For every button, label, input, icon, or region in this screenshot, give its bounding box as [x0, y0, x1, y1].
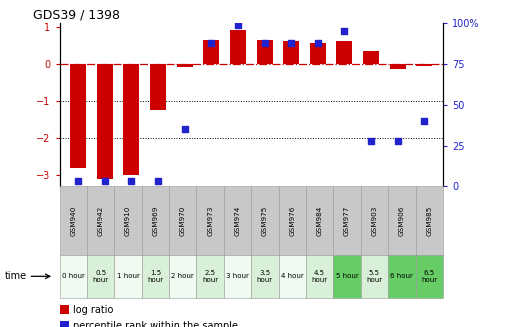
Point: [394, 138, 402, 143]
Bar: [177, 64, 193, 67]
Text: 6.5
hour: 6.5 hour: [421, 270, 437, 283]
Text: GSM906: GSM906: [399, 206, 405, 236]
Text: GSM942: GSM942: [97, 206, 104, 236]
Point: [420, 118, 428, 124]
Text: 2.5
hour: 2.5 hour: [202, 270, 218, 283]
Text: 2 hour: 2 hour: [171, 273, 194, 279]
Bar: [283, 42, 299, 64]
Text: time: time: [5, 271, 27, 281]
Text: 5.5
hour: 5.5 hour: [366, 270, 382, 283]
Point: [287, 40, 295, 45]
Point: [207, 40, 215, 45]
Text: 3 hour: 3 hour: [226, 273, 249, 279]
Point: [100, 179, 109, 184]
Point: [181, 127, 189, 132]
Text: GSM973: GSM973: [207, 206, 213, 236]
Point: [127, 179, 136, 184]
Text: 3.5
hour: 3.5 hour: [257, 270, 273, 283]
Text: GSM970: GSM970: [180, 206, 186, 236]
Bar: [416, 64, 432, 66]
Bar: [70, 64, 86, 168]
Bar: [390, 64, 406, 69]
Text: percentile rank within the sample: percentile rank within the sample: [73, 321, 238, 327]
Text: 1.5
hour: 1.5 hour: [147, 270, 164, 283]
Text: GSM910: GSM910: [125, 206, 131, 236]
Bar: [310, 43, 326, 64]
Text: 1 hour: 1 hour: [117, 273, 139, 279]
Text: 4 hour: 4 hour: [281, 273, 304, 279]
Text: 6 hour: 6 hour: [391, 273, 413, 279]
Point: [261, 40, 269, 45]
Point: [367, 138, 375, 143]
Point: [234, 22, 242, 27]
Text: GSM903: GSM903: [371, 206, 378, 236]
Text: GSM985: GSM985: [426, 206, 432, 236]
Text: GDS39 / 1398: GDS39 / 1398: [33, 9, 120, 22]
Text: GSM976: GSM976: [289, 206, 295, 236]
Text: GSM974: GSM974: [235, 206, 240, 236]
Text: GSM977: GSM977: [344, 206, 350, 236]
Bar: [123, 64, 139, 175]
Bar: [203, 40, 219, 64]
Text: log ratio: log ratio: [73, 305, 113, 315]
Text: GSM969: GSM969: [152, 206, 159, 236]
Point: [74, 179, 82, 184]
Point: [313, 40, 322, 45]
Bar: [150, 64, 166, 110]
Text: 4.5
hour: 4.5 hour: [312, 270, 328, 283]
Bar: [336, 42, 352, 64]
Point: [340, 28, 349, 34]
Text: 0 hour: 0 hour: [62, 273, 85, 279]
Bar: [97, 64, 113, 179]
Text: GSM975: GSM975: [262, 206, 268, 236]
Text: 0.5
hour: 0.5 hour: [93, 270, 109, 283]
Text: GSM984: GSM984: [316, 206, 323, 236]
Point: [154, 179, 162, 184]
Text: 5 hour: 5 hour: [336, 273, 358, 279]
Bar: [363, 51, 379, 64]
Text: GSM940: GSM940: [70, 206, 76, 236]
Bar: [256, 40, 272, 64]
Bar: [230, 30, 246, 64]
